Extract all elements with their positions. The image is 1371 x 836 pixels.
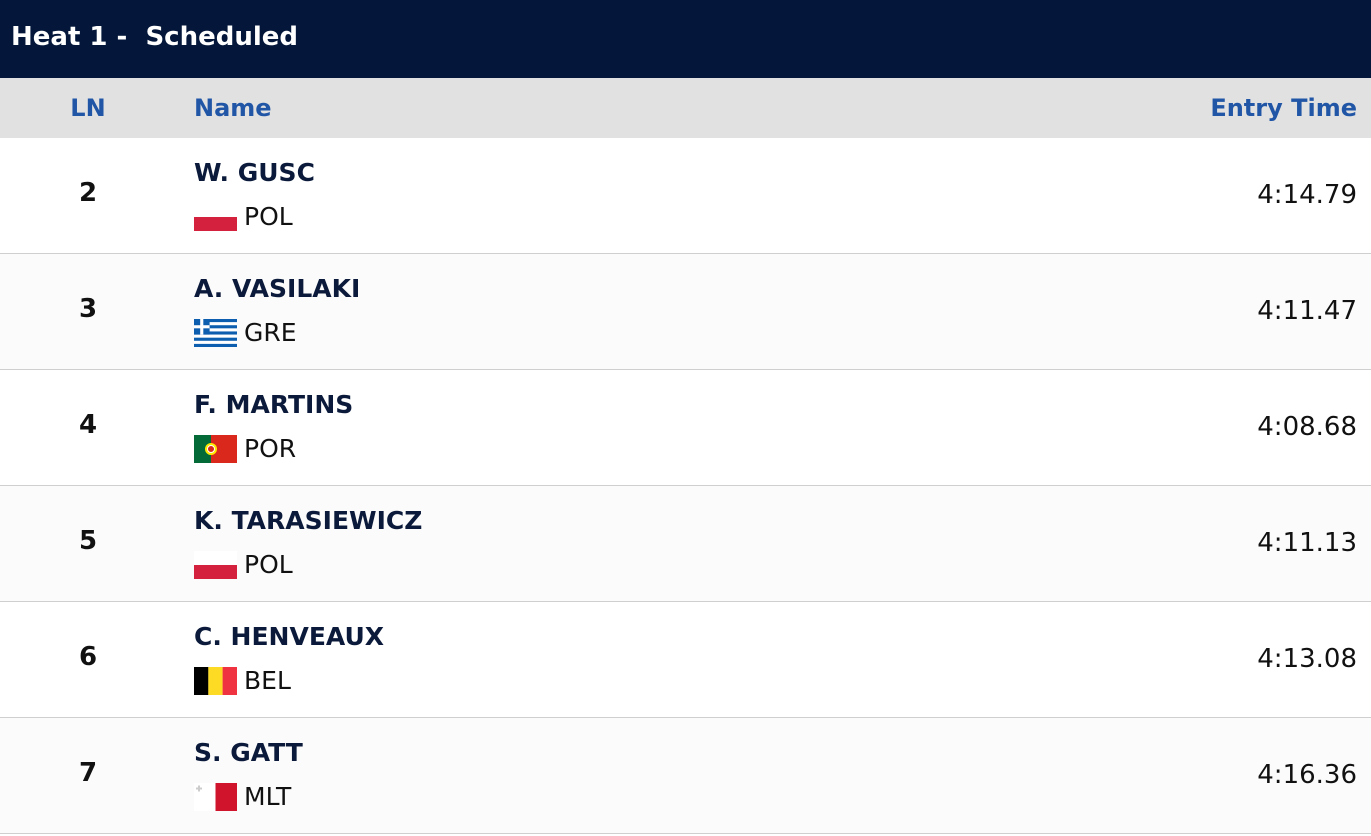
lane: 4 bbox=[78, 410, 98, 440]
lane: 5 bbox=[78, 526, 98, 556]
country: POR bbox=[194, 434, 296, 463]
table-body: 2 W. GUSC POL 4:14.79 3 A. VASILAKI GRE … bbox=[0, 138, 1371, 834]
country-code: GRE bbox=[244, 318, 297, 347]
row[interactable]: 5 K. TARASIEWICZ POL 4:11.13 bbox=[0, 486, 1371, 602]
flag bbox=[194, 550, 237, 579]
flag bbox=[194, 782, 237, 811]
flag bbox=[194, 666, 237, 695]
row[interactable]: 3 A. VASILAKI GRE 4:11.47 bbox=[0, 254, 1371, 370]
entry-time: 4:11.13 bbox=[1257, 528, 1357, 558]
country: MLT bbox=[194, 782, 291, 811]
row[interactable]: 6 C. HENVEAUX BEL 4:13.08 bbox=[0, 602, 1371, 718]
country-code: POL bbox=[244, 550, 293, 579]
athlete-name: F. MARTINS bbox=[194, 390, 354, 419]
row[interactable]: 7 S. GATT MLT 4:16.36 bbox=[0, 718, 1371, 834]
country: POL bbox=[194, 550, 293, 579]
flag bbox=[194, 434, 237, 463]
lane: 6 bbox=[78, 642, 98, 672]
entry-time: 4:08.68 bbox=[1257, 412, 1357, 442]
entry-time: 4:14.79 bbox=[1257, 180, 1357, 210]
flag bbox=[194, 318, 237, 347]
col-time: Entry Time bbox=[1210, 94, 1357, 122]
country: GRE bbox=[194, 318, 297, 347]
country: BEL bbox=[194, 666, 291, 695]
col-ln: LN bbox=[70, 94, 106, 122]
entry-time: 4:13.08 bbox=[1257, 644, 1357, 674]
country-code: MLT bbox=[244, 782, 292, 811]
athlete-name: W. GUSC bbox=[194, 158, 315, 187]
athlete-name: A. VASILAKI bbox=[194, 274, 361, 303]
column-header: LN Name Entry Time bbox=[0, 78, 1371, 138]
country-code: BEL bbox=[244, 666, 291, 695]
entry-time: 4:16.36 bbox=[1257, 760, 1357, 790]
row[interactable]: 4 F. MARTINS POR 4:08.68 bbox=[0, 370, 1371, 486]
lane: 7 bbox=[78, 758, 98, 788]
country-code: POR bbox=[244, 434, 297, 463]
entry-time: 4:11.47 bbox=[1257, 296, 1357, 326]
heat-title: Heat 1 - Scheduled bbox=[0, 0, 1371, 78]
country: POL bbox=[194, 202, 293, 231]
athlete-name: C. HENVEAUX bbox=[194, 622, 385, 651]
athlete-name: K. TARASIEWICZ bbox=[194, 506, 423, 535]
lane: 3 bbox=[78, 294, 98, 324]
flag bbox=[194, 202, 237, 231]
lane: 2 bbox=[78, 178, 98, 208]
country-code: POL bbox=[244, 202, 293, 231]
row[interactable]: 2 W. GUSC POL 4:14.79 bbox=[0, 138, 1371, 254]
athlete-name: S. GATT bbox=[194, 738, 303, 767]
col-name: Name bbox=[194, 94, 272, 122]
